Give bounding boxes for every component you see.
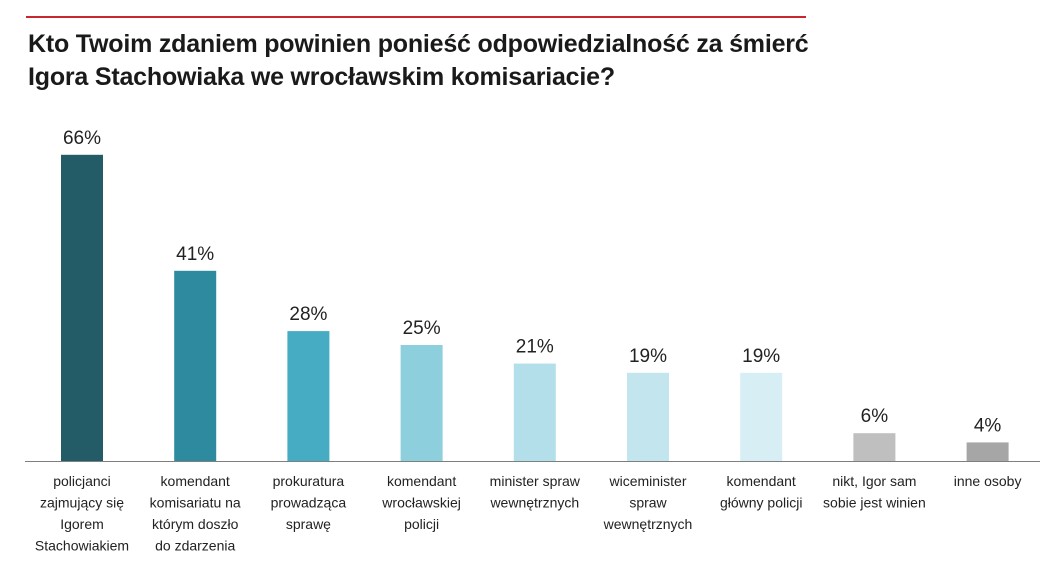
- value-label-2: 41%: [176, 244, 214, 265]
- category-label-5: minister spraw wewnętrznych: [489, 473, 580, 511]
- category-label-7: komendant główny policji: [720, 473, 802, 511]
- value-label-8: 6%: [861, 406, 889, 427]
- bar-1: [61, 154, 103, 462]
- value-label-4: 25%: [403, 318, 441, 339]
- value-label-6: 19%: [629, 346, 667, 367]
- chart-title-line-1: Kto Twoim zdaniem powinien ponieść odpow…: [28, 30, 809, 58]
- value-label-7: 19%: [742, 346, 780, 367]
- chart-title-line-2: Igora Stachowiaka we wrocławskim komisar…: [28, 63, 615, 91]
- bar-9: [966, 442, 1009, 461]
- bar-8: [853, 433, 896, 461]
- category-label-2: komendant komisariatu na którym doszło do z…: [150, 473, 241, 554]
- category-label-8: nikt, Igor sam sobie jest winien: [823, 473, 926, 511]
- value-label-1: 66%: [63, 128, 101, 149]
- bar-4: [400, 345, 443, 461]
- bar-3: [287, 331, 330, 461]
- category-label-1: policjanci zajmujący się Igorem Stachowiaki…: [35, 473, 129, 554]
- value-label-5: 21%: [516, 337, 554, 358]
- value-label-9: 4%: [974, 415, 1002, 436]
- top-red-rule: [26, 16, 806, 18]
- category-label-9: inne osoby: [954, 473, 1022, 489]
- value-label-3: 28%: [289, 304, 327, 325]
- bar-7: [740, 372, 783, 461]
- bar-2: [174, 270, 217, 461]
- bar-6: [627, 372, 669, 461]
- category-label-6: wiceminister spraw wewnętrznych: [603, 473, 693, 532]
- bar-5: [513, 363, 556, 461]
- category-label-3: prokuratura prowadząca sprawę: [271, 473, 347, 532]
- category-label-4: komendant wrocławskiej policji: [381, 473, 461, 532]
